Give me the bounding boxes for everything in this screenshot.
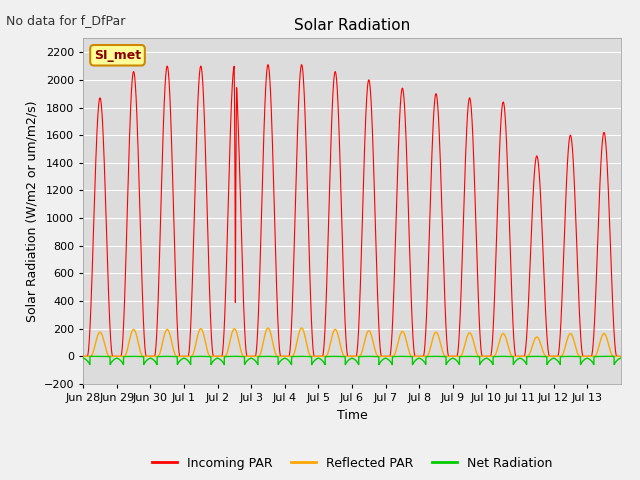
Text: No data for f_DfPar: No data for f_DfPar	[6, 14, 126, 27]
Title: Solar Radiation: Solar Radiation	[294, 18, 410, 33]
X-axis label: Time: Time	[337, 408, 367, 421]
Text: SI_met: SI_met	[94, 49, 141, 62]
Legend: Incoming PAR, Reflected PAR, Net Radiation: Incoming PAR, Reflected PAR, Net Radiati…	[147, 452, 557, 475]
Y-axis label: Solar Radiation (W/m2 or um/m2/s): Solar Radiation (W/m2 or um/m2/s)	[25, 100, 38, 322]
